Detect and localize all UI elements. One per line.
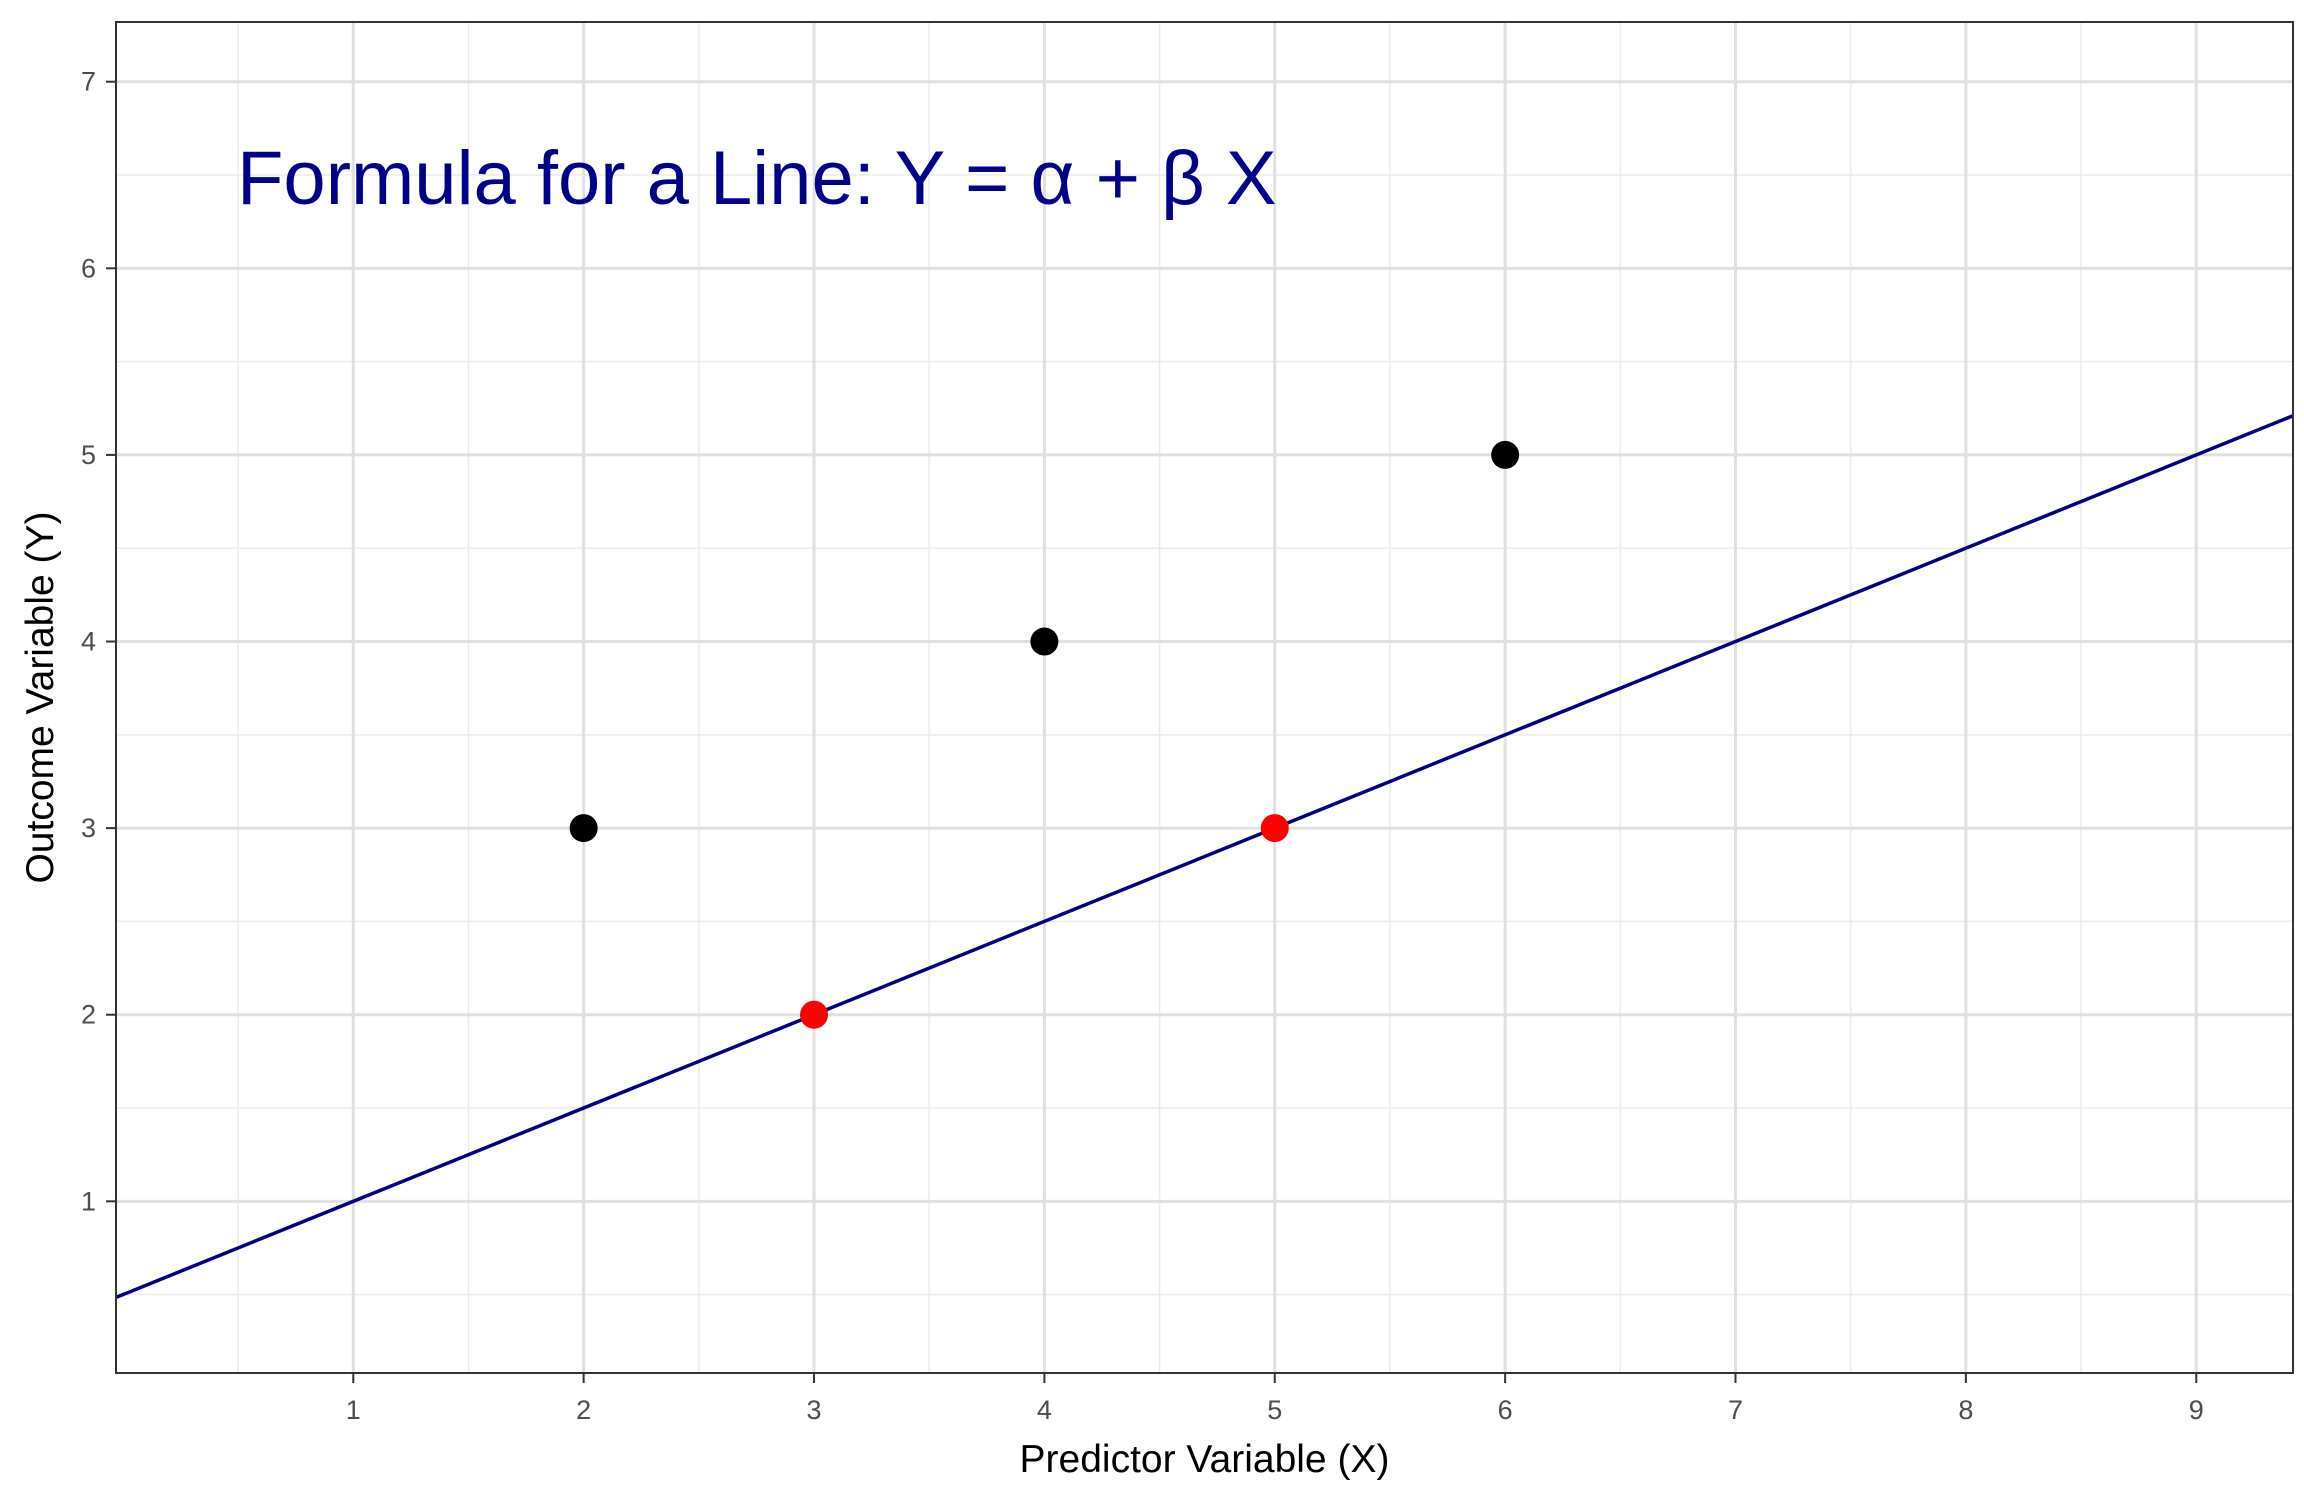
formula-annotation: Formula for a Line: Y = α + β X (237, 136, 1277, 221)
x-tick-label: 6 (1498, 1395, 1513, 1425)
black-data-point (569, 814, 598, 843)
y-tick-label: 6 (81, 253, 96, 283)
plot-background (116, 22, 2293, 1373)
regression-line-layer (115, 414, 2294, 1300)
data-points (569, 440, 1520, 1029)
x-tick-label: 5 (1267, 1395, 1282, 1425)
y-tick-label: 5 (81, 440, 96, 470)
x-axis: 1 2 3 4 5 6 7 8 9 (346, 1373, 2204, 1425)
x-tick-label: 1 (346, 1395, 361, 1425)
x-axis-title: Predictor Variable (X) (1020, 1438, 1390, 1481)
red-data-point (1260, 814, 1289, 843)
y-tick-label: 7 (81, 67, 96, 97)
x-tick-label: 2 (576, 1395, 591, 1425)
red-data-point (800, 1000, 829, 1029)
x-tick-label: 4 (1037, 1395, 1052, 1425)
grid (116, 22, 2293, 1373)
y-axis-title: Outcome Variable (Y) (19, 511, 62, 883)
black-data-point (1491, 440, 1520, 469)
y-tick-label: 3 (81, 813, 96, 843)
regression-line (115, 414, 2294, 1300)
x-tick-label: 9 (2189, 1395, 2204, 1425)
plot-border (115, 21, 2294, 1374)
x-tick-label: 8 (1958, 1395, 1973, 1425)
black-data-point (1030, 627, 1059, 656)
x-tick-label: 3 (807, 1395, 822, 1425)
y-tick-label: 1 (81, 1186, 96, 1216)
x-tick-label: 7 (1728, 1395, 1743, 1425)
y-tick-label: 4 (81, 627, 96, 657)
y-tick-label: 2 (81, 1000, 96, 1030)
y-axis: 1 2 3 4 5 6 7 (81, 67, 116, 1216)
